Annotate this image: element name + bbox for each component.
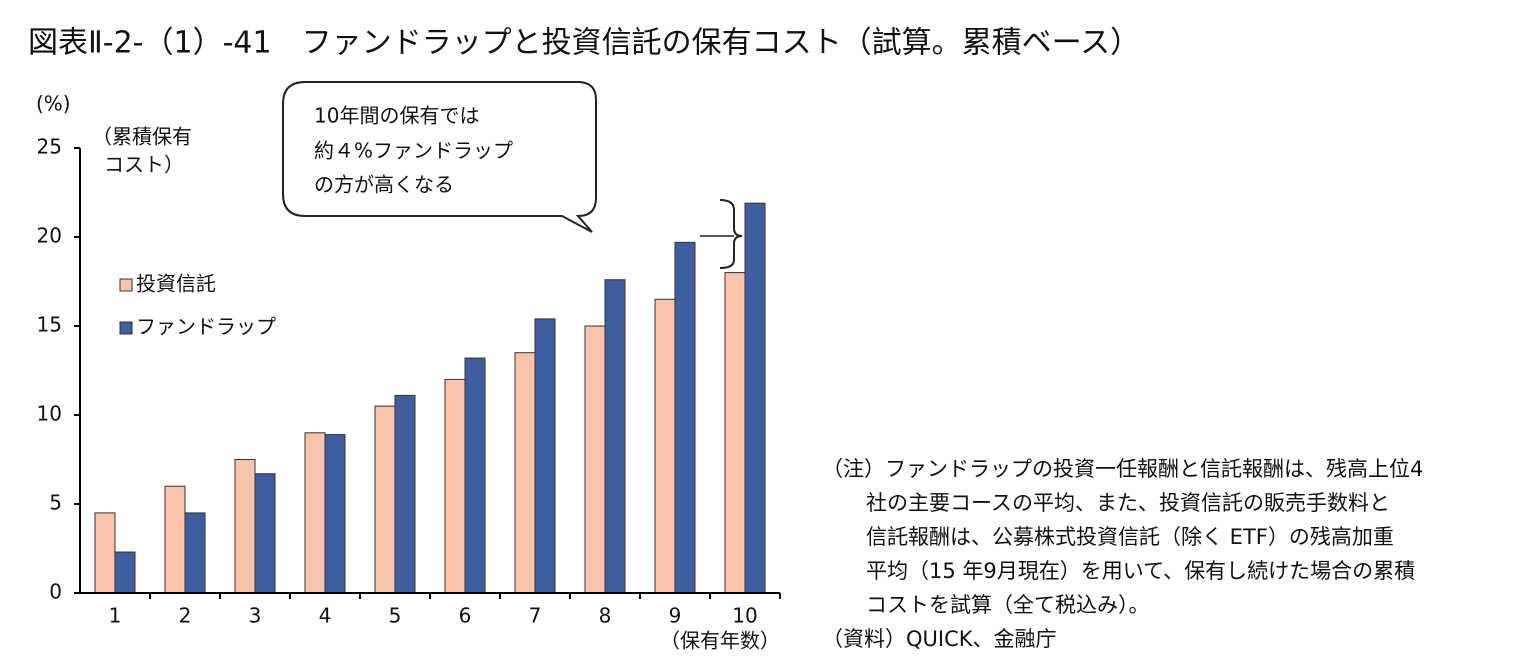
bar (184, 512, 206, 594)
bar (654, 298, 676, 594)
x-tick-label: 10 (732, 604, 757, 628)
legend-label: ファンドラップ (136, 315, 276, 339)
y-tick-label: 0 (49, 580, 62, 604)
x-tick-label: 2 (179, 604, 192, 628)
bar (304, 432, 326, 594)
x-tick-label: 7 (529, 604, 542, 628)
x-tick-label: 1 (109, 604, 122, 628)
x-tick-label: 4 (319, 604, 332, 628)
bar (464, 357, 486, 594)
bar (254, 473, 276, 594)
x-tick-label: 6 (459, 604, 472, 628)
bar (604, 279, 626, 594)
legend-swatch (119, 321, 133, 335)
bar (674, 241, 696, 594)
annotation: 10年間の保有では (314, 104, 479, 128)
bar (94, 512, 116, 594)
y-label: コスト） (104, 153, 184, 177)
x-tick-label: 8 (599, 604, 612, 628)
y-label: （累積保有 (92, 125, 192, 149)
bar (394, 394, 416, 594)
y-tick-label: 15 (37, 313, 62, 337)
bar (534, 318, 556, 594)
x-tick-label: 3 (249, 604, 262, 628)
note: 信託報酬は、公募株式投資信託（除く ETF）の残高加重 (866, 525, 1394, 549)
y-tick-label: 10 (37, 402, 62, 426)
y-unit: (%) (36, 92, 71, 116)
chart-title: 図表Ⅱ-2-（1）-41 ファンドラップと投資信託の保有コスト（試算。累積ベース… (28, 26, 1140, 61)
bracket (719, 199, 743, 269)
x-tick-label: 9 (669, 604, 682, 628)
y-tick-label: 20 (37, 224, 62, 248)
bar (584, 325, 606, 594)
annotation: 約４%ファンドラップ (314, 139, 513, 163)
bar (324, 434, 346, 594)
callout (282, 81, 597, 233)
source: （資料）QUICK、金融庁 (822, 627, 1057, 651)
x-label: （保有年数） (660, 629, 780, 653)
note: （注）ファンドラップの投資一任報酬と信託報酬は、残高上位4 (822, 457, 1423, 481)
y-tick-label: 25 (37, 135, 62, 159)
y-tick-label: 5 (49, 491, 62, 515)
bar (724, 272, 746, 594)
note: 社の主要コースの平均、また、投資信託の販売手数料と (866, 491, 1390, 515)
bar (234, 459, 256, 594)
bar (514, 352, 536, 594)
annotation: の方が高くなる (314, 173, 454, 197)
x-tick-label: 5 (389, 604, 402, 628)
bar (164, 485, 186, 594)
bar (114, 551, 136, 594)
bar (744, 202, 766, 594)
note: コストを試算（全て税込み）。 (866, 593, 1150, 617)
legend-label: 投資信託 (136, 272, 216, 296)
legend-swatch (119, 278, 133, 292)
note: 平均（15 年9月現在）を用いて、保有し続けた場合の累積 (866, 559, 1415, 583)
bar (374, 405, 396, 594)
bar (444, 378, 466, 594)
